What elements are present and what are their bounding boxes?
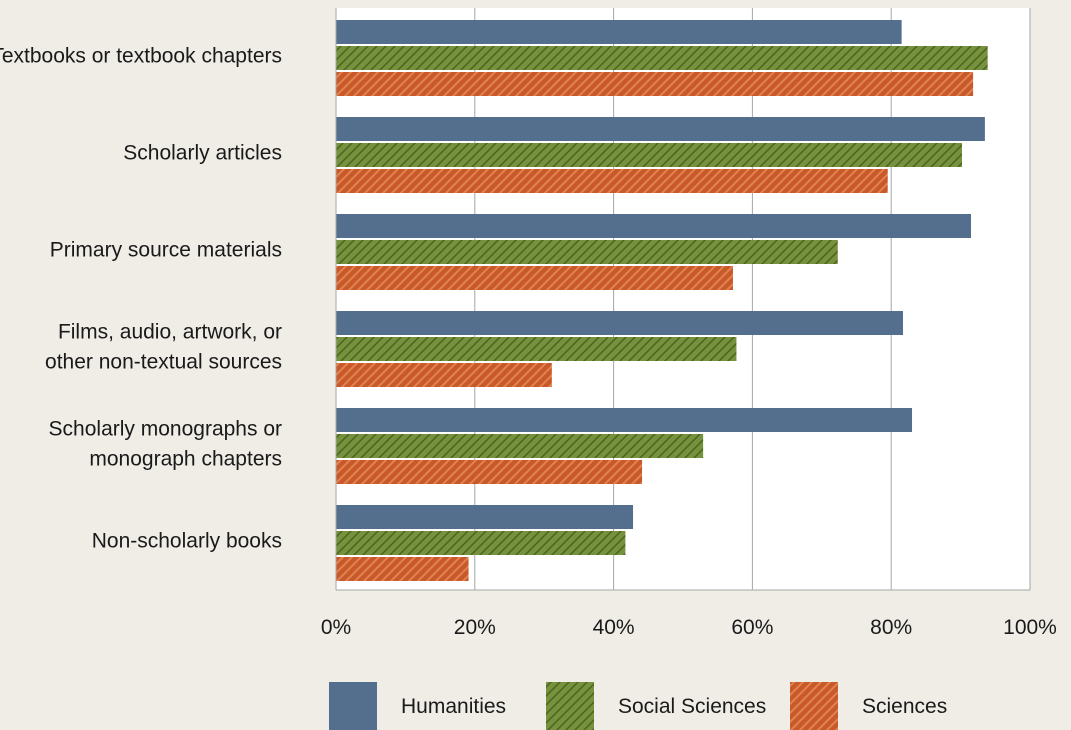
x-tick-label: 80% — [870, 616, 912, 639]
bar-humanities — [336, 20, 902, 44]
bar-humanities — [336, 311, 903, 335]
bar-sciences — [336, 266, 733, 290]
bar-sciences — [336, 72, 974, 96]
category-label: Textbooks or textbook chapters — [0, 45, 282, 68]
bar-social-sciences — [336, 434, 704, 458]
bar-humanities — [336, 408, 913, 432]
category-label: Films, audio, artwork, or other non-textu… — [45, 321, 282, 374]
plot-area — [336, 8, 1030, 590]
legend-swatch-social-sciences — [546, 682, 594, 730]
x-tick-label: 60% — [731, 616, 773, 639]
x-tick-label: 100% — [1003, 616, 1057, 639]
legend-label: Humanities — [401, 695, 506, 718]
bar-sciences — [336, 363, 552, 387]
bar-sciences — [336, 557, 469, 581]
bar-social-sciences — [336, 337, 737, 361]
bar-humanities — [336, 505, 634, 529]
bar-sciences — [336, 460, 643, 484]
bar-humanities — [336, 214, 972, 238]
legend-swatch-sciences — [790, 682, 838, 730]
bar-social-sciences — [336, 240, 838, 264]
legend-swatch-humanities — [329, 682, 377, 730]
category-label: Scholarly monographs or monograph chapter… — [49, 418, 282, 471]
category-label: Scholarly articles — [123, 142, 282, 165]
bar-social-sciences — [336, 143, 962, 167]
bar-humanities — [336, 117, 985, 141]
bar-sciences — [336, 169, 888, 193]
x-tick-label: 40% — [593, 616, 635, 639]
bar-social-sciences — [336, 531, 626, 555]
legend-label: Sciences — [862, 695, 947, 718]
category-label: Non-scholarly books — [92, 530, 282, 553]
category-label: Primary source materials — [50, 239, 282, 262]
x-tick-label: 20% — [454, 616, 496, 639]
bar-social-sciences — [336, 46, 988, 70]
legend-label: Social Sciences — [618, 695, 766, 718]
x-tick-label: 0% — [321, 616, 351, 639]
